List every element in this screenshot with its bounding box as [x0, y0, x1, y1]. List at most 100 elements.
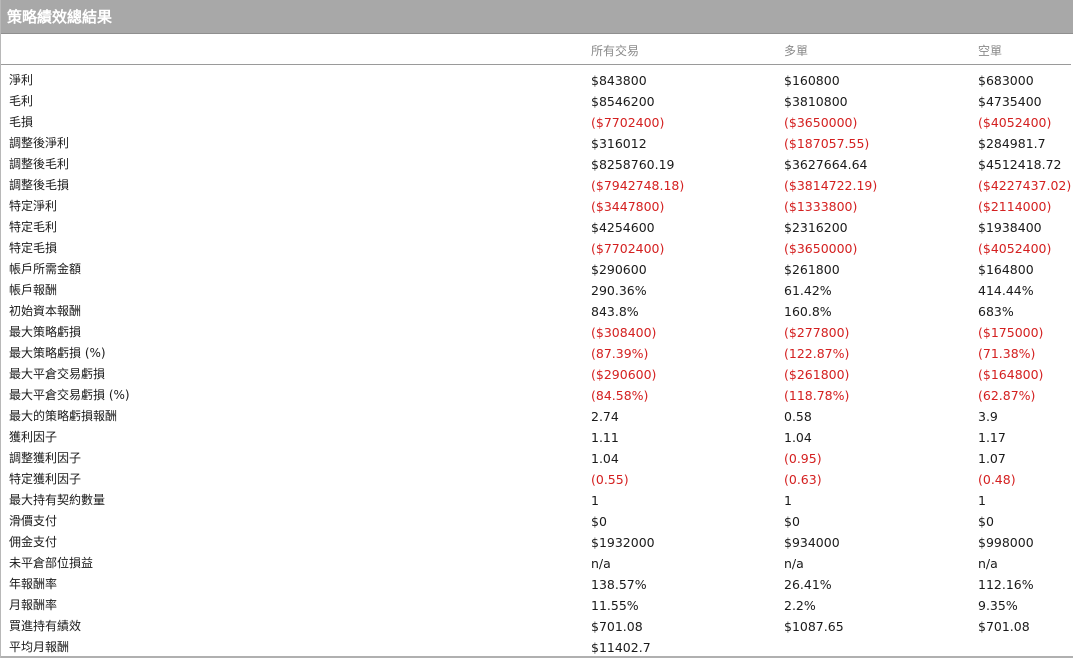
column-header-short: 空單: [978, 44, 1003, 58]
row-label: 淨利: [9, 73, 34, 87]
value-long: $2316200: [784, 220, 848, 235]
row-label: 未平倉部位損益: [9, 556, 94, 570]
row-label: 最大平倉交易虧損 (%): [9, 388, 130, 402]
row-label: 滑價支付: [9, 514, 58, 528]
value-short: ($4052400): [978, 115, 1052, 130]
value-all-trades: $4254600: [591, 220, 655, 235]
value-short: $284981.7: [978, 136, 1046, 151]
value-all-trades: 290.36%: [591, 283, 647, 298]
value-long: n/a: [784, 556, 804, 571]
table-row: 最大的策略虧損報酬 2.74 0.58 3.9: [1, 406, 1073, 427]
column-header-row: 所有交易 多單 空單: [1, 34, 1071, 65]
value-all-trades: $11402.7: [591, 640, 651, 655]
value-short: 1.17: [978, 430, 1006, 445]
value-long: (0.63): [784, 472, 822, 487]
table-row: 毛損 ($7702400) ($3650000) ($4052400): [1, 112, 1073, 133]
table-row: 特定毛損 ($7702400) ($3650000) ($4052400): [1, 238, 1073, 259]
table-row: 帳戶所需金額 $290600 $261800 $164800: [1, 259, 1073, 280]
value-all-trades: $0: [591, 514, 607, 529]
table-row: 調整後毛利 $8258760.19 $3627664.64 $4512418.72: [1, 154, 1073, 175]
row-label: 毛損: [9, 115, 34, 129]
value-short: ($4227437.02): [978, 178, 1072, 193]
value-short: $0: [978, 514, 994, 529]
row-label: 最大策略虧損: [9, 325, 82, 339]
value-long: $160800: [784, 73, 840, 88]
column-header-all-trades: 所有交易: [591, 44, 640, 58]
value-long: (0.95): [784, 451, 822, 466]
table-row: 年報酬率 138.57% 26.41% 112.16%: [1, 574, 1073, 595]
value-long: $261800: [784, 262, 840, 277]
value-short: $1938400: [978, 220, 1042, 235]
value-all-trades: 1: [591, 493, 599, 508]
value-long: 2.2%: [784, 598, 816, 613]
table-row: 最大平倉交易虧損 (%) (84.58%) (118.78%) (62.87%): [1, 385, 1073, 406]
table-row: 特定毛利 $4254600 $2316200 $1938400: [1, 217, 1073, 238]
value-all-trades: 843.8%: [591, 304, 639, 319]
value-all-trades: ($3447800): [591, 199, 665, 214]
value-long: $0: [784, 514, 800, 529]
value-all-trades: ($7702400): [591, 241, 665, 256]
table-row: 未平倉部位損益 n/a n/a n/a: [1, 553, 1073, 574]
table-row: 最大策略虧損 ($308400) ($277800) ($175000): [1, 322, 1073, 343]
row-label: 最大策略虧損 (%): [9, 346, 106, 360]
row-label: 調整獲利因子: [9, 451, 82, 465]
value-long: ($187057.55): [784, 136, 870, 151]
value-short: 414.44%: [978, 283, 1034, 298]
row-label: 佣金支付: [9, 535, 58, 549]
value-short: $998000: [978, 535, 1034, 550]
value-long: 61.42%: [784, 283, 832, 298]
value-short: 3.9: [978, 409, 998, 424]
value-short: 1.07: [978, 451, 1006, 466]
value-short: 9.35%: [978, 598, 1018, 613]
performance-table-body: 淨利 $843800 $160800 $683000 毛利 $8546200 $381080…: [1, 65, 1073, 658]
table-row: 佣金支付 $1932000 $934000 $998000: [1, 532, 1073, 553]
row-label: 最大的策略虧損報酬: [9, 409, 118, 423]
table-row: 特定淨利 ($3447800) ($1333800) ($2114000): [1, 196, 1073, 217]
value-short: ($175000): [978, 325, 1044, 340]
table-row: 調整後淨利 $316012 ($187057.55) $284981.7: [1, 133, 1073, 154]
value-short: ($164800): [978, 367, 1044, 382]
value-all-trades: (84.58%): [591, 388, 649, 403]
value-short: ($4052400): [978, 241, 1052, 256]
row-label: 最大平倉交易虧損: [9, 367, 106, 381]
panel-title: 策略績效總結果: [1, 0, 1073, 34]
value-long: ($3814722.19): [784, 178, 878, 193]
value-all-trades: $701.08: [591, 619, 643, 634]
table-row: 買進持有績效 $701.08 $1087.65 $701.08: [1, 616, 1073, 637]
row-label: 年報酬率: [9, 577, 58, 591]
value-short: 112.16%: [978, 577, 1034, 592]
value-short: $164800: [978, 262, 1034, 277]
value-all-trades: ($7942748.18): [591, 178, 685, 193]
value-all-trades: 1.11: [591, 430, 619, 445]
row-label: 獲利因子: [9, 430, 58, 444]
value-long: $934000: [784, 535, 840, 550]
row-label: 毛利: [9, 94, 34, 108]
value-short: (62.87%): [978, 388, 1036, 403]
value-short: $4735400: [978, 94, 1042, 109]
value-long: ($261800): [784, 367, 850, 382]
value-all-trades: ($290600): [591, 367, 657, 382]
table-row: 毛利 $8546200 $3810800 $4735400: [1, 91, 1073, 112]
value-long: $3810800: [784, 94, 848, 109]
row-label: 調整後毛損: [9, 178, 70, 192]
row-label: 平均月報酬: [9, 640, 70, 654]
row-label: 特定毛利: [9, 220, 58, 234]
table-row: 調整後毛損 ($7942748.18) ($3814722.19) ($4227437…: [1, 175, 1073, 196]
row-label: 特定獲利因子: [9, 472, 82, 486]
value-short: ($2114000): [978, 199, 1052, 214]
row-label: 特定毛損: [9, 241, 58, 255]
row-label: 買進持有績效: [9, 619, 82, 633]
value-short: (0.48): [978, 472, 1016, 487]
value-all-trades: ($308400): [591, 325, 657, 340]
value-long: ($1333800): [784, 199, 858, 214]
table-row: 初始資本報酬 843.8% 160.8% 683%: [1, 301, 1073, 322]
value-all-trades: $290600: [591, 262, 647, 277]
value-short: $701.08: [978, 619, 1030, 634]
table-row: 特定獲利因子 (0.55) (0.63) (0.48): [1, 469, 1073, 490]
column-header-long: 多單: [784, 44, 809, 58]
table-row: 平均月報酬 $11402.7: [1, 637, 1073, 658]
value-long: 160.8%: [784, 304, 832, 319]
value-all-trades: (0.55): [591, 472, 629, 487]
value-long: 1: [784, 493, 792, 508]
table-row: 帳戶報酬 290.36% 61.42% 414.44%: [1, 280, 1073, 301]
